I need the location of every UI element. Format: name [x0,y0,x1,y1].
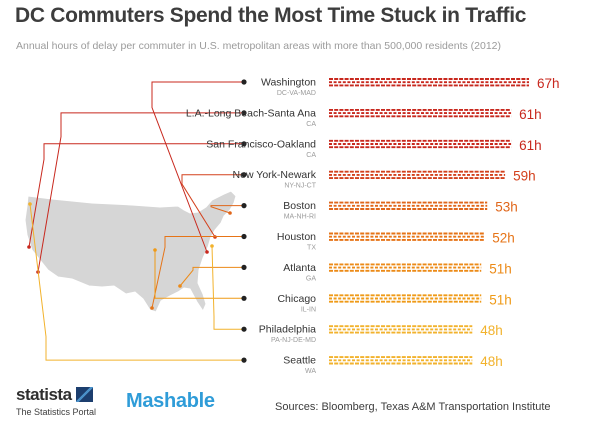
bar-row: San Francisco-Oakland CA 61h [27,138,542,249]
value-label: 52h [492,231,515,246]
value-label: 48h [480,354,503,369]
region-code-label: GA [306,275,316,282]
value-label: 51h [489,292,512,307]
map-dot [205,250,209,254]
map-dot [28,202,32,206]
city-dot [241,110,247,116]
region-code-label: MA-NH-RI [284,214,316,221]
map-dot [228,211,232,215]
region-code-label: NY-NJ-CT [284,183,316,190]
leader-line [37,112,244,273]
bar [329,263,482,272]
bar-row: Boston MA-NH-RI 53h [210,200,518,221]
city-dot [241,79,247,85]
leader-line [28,143,244,248]
region-code-label: TX [307,245,316,252]
city-dot [241,264,247,270]
bar-row: New York-Newark NY-NJ-CT 59h [181,169,536,239]
value-label: 48h [480,323,503,338]
city-dot [241,203,247,209]
leader-line [151,236,244,309]
us-map-shape [24,190,237,313]
bar [329,139,512,149]
map-dot [153,248,157,252]
region-code-label: CA [306,152,316,159]
leader-line [29,203,244,361]
city-label: Houston [277,231,316,243]
map-dot [150,306,154,310]
city-label: Washington [261,77,316,89]
city-label: San Francisco-Oakland [206,138,316,150]
bar [329,170,506,180]
city-label: Atlanta [283,262,316,274]
city-dot [241,357,247,363]
region-code-label: IL-IN [301,306,316,313]
leader-line [179,266,244,287]
bar-row: L.A.-Long Beach-Santa Ana CA 61h [36,107,542,274]
bar [329,294,482,303]
leader-line [154,250,244,299]
bar [329,356,473,365]
city-dot [241,326,247,332]
city-label: Seattle [283,355,316,367]
value-label: 61h [519,138,542,153]
map-dot [27,245,31,249]
region-code-label: CA [306,121,316,128]
bar [329,325,473,334]
city-dot [241,295,247,301]
city-label: New York-Newark [233,169,317,181]
region-code-label: WA [305,368,316,375]
bar [329,78,529,87]
city-label: Boston [283,200,316,212]
value-label: 59h [513,169,536,184]
value-label: 53h [495,200,518,215]
city-dot [241,141,247,147]
city-label: Chicago [277,293,316,305]
bar [329,232,485,241]
city-dot [241,172,247,178]
value-label: 61h [519,107,542,122]
mashable-logo: Mashable [126,390,215,412]
city-label: L.A.-Long Beach-Santa Ana [186,107,316,119]
map-dot [178,284,182,288]
value-label: 67h [537,76,560,91]
statista-mark-icon [75,387,93,402]
chart-title: DC Commuters Spend the Most Time Stuck i… [15,4,527,27]
statista-tagline: The Statistics Portal [16,407,97,417]
region-code-label: PA-NJ-DE-MD [271,337,316,344]
city-label: Philadelphia [259,324,316,336]
leader-line [151,81,244,253]
value-label: 51h [489,261,512,276]
bar-row: Houston TX 52h [150,231,515,310]
statista-logo: statista The Statistics Portal [16,385,96,417]
leader-line [181,174,244,238]
leader-line [210,205,244,214]
chart-subtitle: Annual hours of delay per commuter in U.… [16,40,502,52]
city-dot [241,233,247,240]
region-code-label: DC-VA-MAD [277,90,316,97]
map-dot [210,244,214,248]
statista-brand: statista [16,385,72,404]
leader-line [211,245,244,330]
source-note: Sources: Bloomberg, Texas A&M Transporta… [275,401,551,413]
bar [329,201,488,210]
bar [329,108,512,118]
